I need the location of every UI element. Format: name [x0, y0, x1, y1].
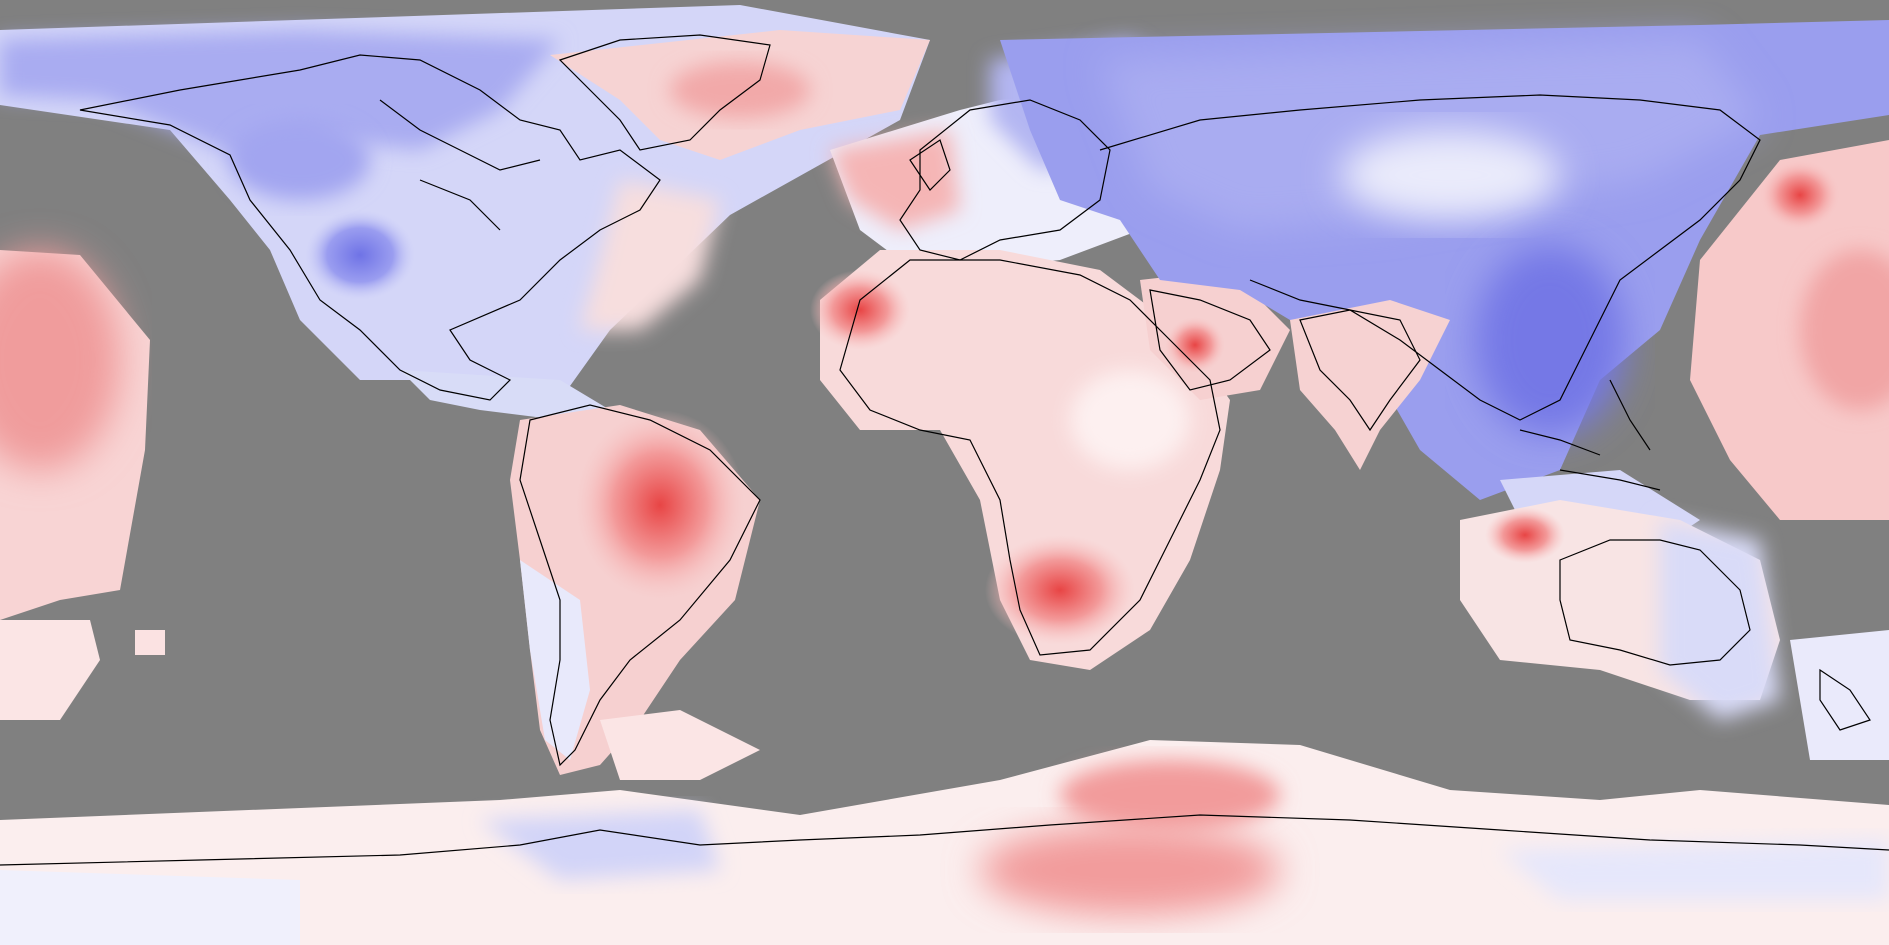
coastlines: [0, 34, 1889, 866]
region-central-america: [400, 370, 610, 420]
region-east-pacific: [0, 250, 165, 720]
region-west-pacific: [1690, 140, 1889, 520]
region-arabia: [1140, 270, 1290, 400]
region-india: [1290, 300, 1450, 470]
region-africa: [810, 250, 1230, 670]
region-south-america: [510, 405, 760, 780]
region-antarctica: [0, 740, 1889, 945]
